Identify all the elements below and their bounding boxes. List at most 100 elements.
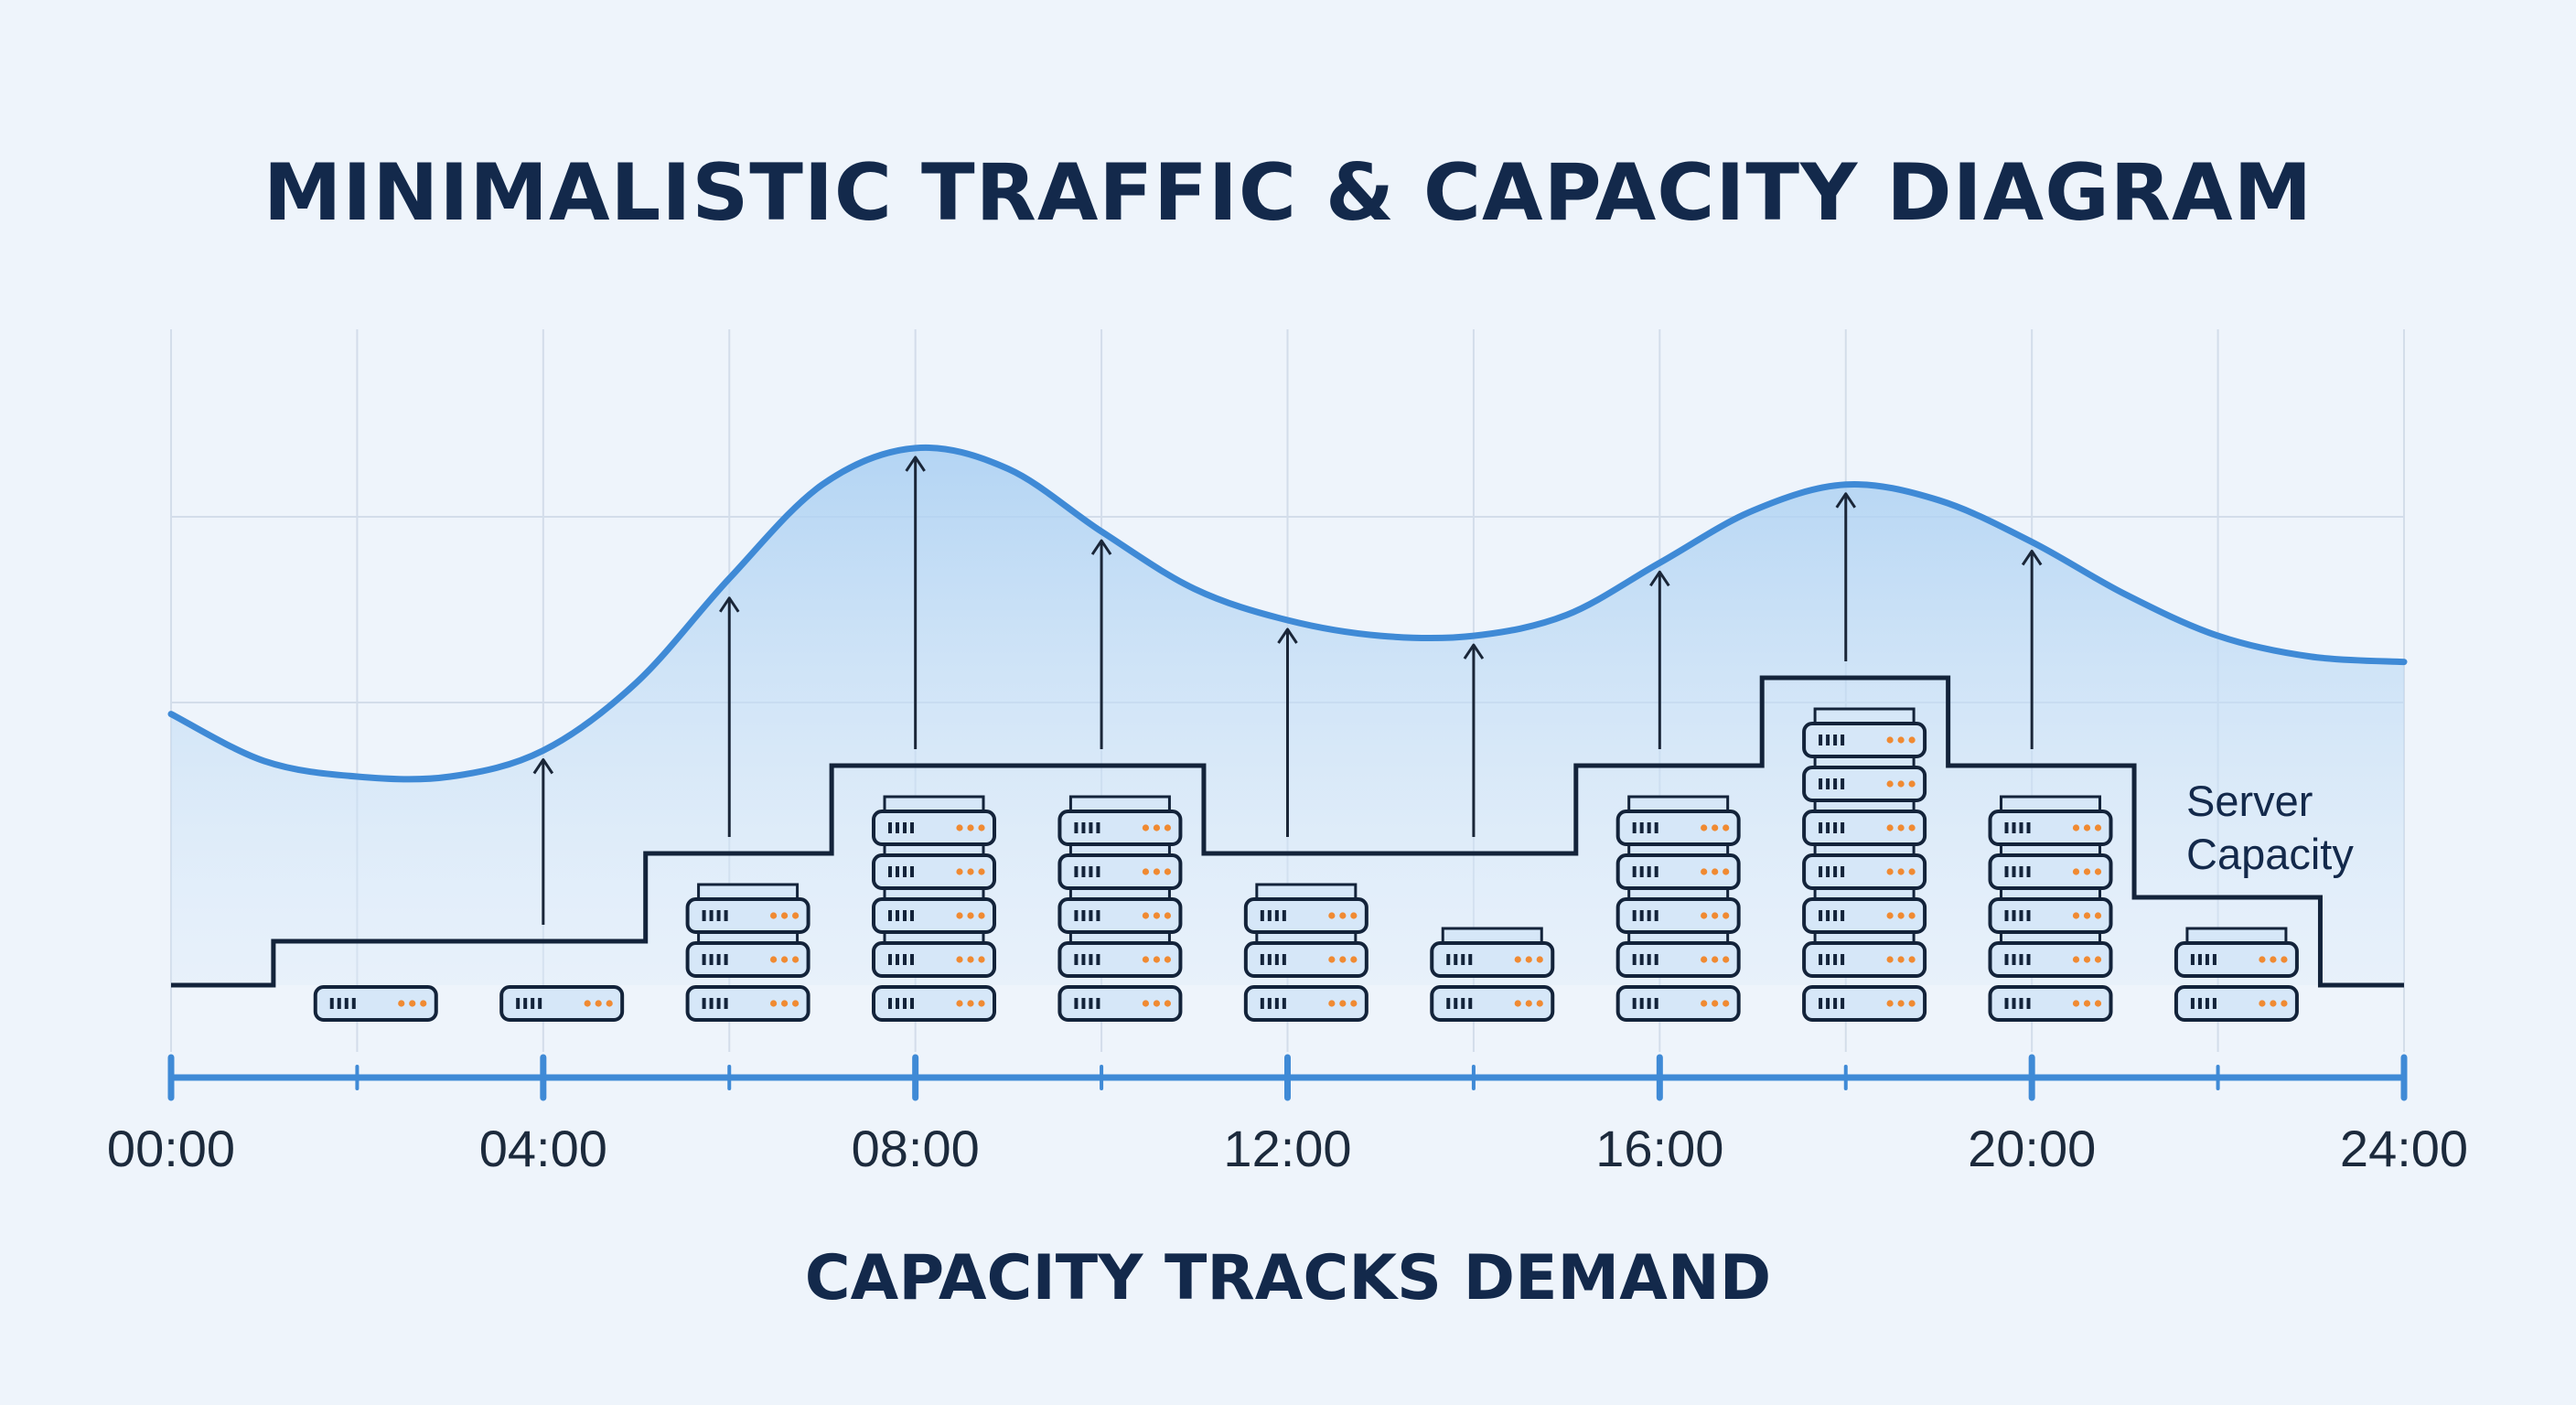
server-led xyxy=(978,868,985,875)
server-led xyxy=(967,956,974,963)
server-body xyxy=(1430,941,1555,978)
server-vent xyxy=(1819,778,1823,789)
server-vent xyxy=(724,954,728,965)
server-led xyxy=(1908,956,1916,963)
server-rack-icon xyxy=(1430,941,1555,978)
server-led xyxy=(2083,824,2091,831)
arrow-head xyxy=(1277,627,1298,644)
server-led xyxy=(1897,1000,1905,1007)
server-vent xyxy=(1074,998,1079,1009)
server-body xyxy=(1615,985,1741,1022)
diagram-title: MINIMALISTIC TRAFFIC & CAPACITY DIAGRAM xyxy=(263,147,2313,239)
server-body xyxy=(685,941,810,978)
server-led xyxy=(1525,1000,1532,1007)
server-led xyxy=(1897,780,1905,788)
server-led xyxy=(1142,824,1150,831)
server-led xyxy=(791,956,800,963)
server-rack-icon xyxy=(685,985,810,1022)
server-led xyxy=(956,912,963,919)
server-vent xyxy=(2004,866,2009,877)
server-led xyxy=(769,912,778,919)
server-led xyxy=(1350,912,1358,919)
server-vent xyxy=(903,822,907,833)
server-vent xyxy=(1267,998,1272,1009)
server-body xyxy=(313,985,438,1022)
server-led xyxy=(1514,956,1521,963)
server-led xyxy=(1723,824,1730,831)
server-vent xyxy=(1819,866,1823,877)
server-vent xyxy=(1639,910,1644,921)
server-led xyxy=(1908,780,1916,788)
server-vent xyxy=(724,998,728,1009)
up-arrow-icon xyxy=(1090,539,1112,749)
server-led xyxy=(1153,956,1161,963)
server-rack-icon xyxy=(1802,897,1927,934)
server-vent xyxy=(538,998,542,1009)
server-led xyxy=(956,956,963,963)
server-led xyxy=(791,912,800,919)
server-vent xyxy=(2026,910,2031,921)
server-led xyxy=(1701,956,1708,963)
server-vent xyxy=(1282,954,1286,965)
server-vent xyxy=(1647,866,1651,877)
server-rack-icon xyxy=(1057,941,1183,978)
server-vent xyxy=(1267,910,1272,921)
server-led xyxy=(1328,912,1336,919)
server-rack-icon xyxy=(1988,941,2113,978)
server-body xyxy=(872,985,997,1022)
up-arrow-icon xyxy=(1277,627,1298,837)
server-led xyxy=(1908,736,1916,744)
server-vent xyxy=(1632,954,1637,965)
server-rack-icon xyxy=(872,941,997,978)
arrow-head xyxy=(1835,492,1856,509)
server-vent xyxy=(910,954,915,965)
server-rack-icon xyxy=(1615,810,1741,846)
server-vent xyxy=(1074,910,1079,921)
server-led xyxy=(1897,868,1905,875)
server-body xyxy=(1988,897,2113,934)
server-led xyxy=(2094,868,2102,875)
server-led xyxy=(1723,956,1730,963)
server-led xyxy=(1164,1000,1172,1007)
server-vent xyxy=(1081,998,1086,1009)
server-vent xyxy=(337,998,341,1009)
server-vent xyxy=(523,998,528,1009)
server-vent xyxy=(1461,998,1465,1009)
server-vent xyxy=(702,954,706,965)
up-arrow-icon xyxy=(1649,570,1670,749)
server-body xyxy=(1243,985,1368,1022)
server-led xyxy=(1350,1000,1358,1007)
server-rack-icon xyxy=(1802,985,1927,1022)
server-stack xyxy=(1615,795,1741,1022)
server-body xyxy=(1988,810,2113,846)
server-rack-icon xyxy=(2174,941,2299,978)
server-vent xyxy=(903,910,907,921)
server-vent xyxy=(1074,822,1079,833)
server-stack xyxy=(1243,883,1368,1022)
up-arrow-icon xyxy=(532,758,554,925)
server-vent xyxy=(2004,954,2009,965)
server-led xyxy=(2083,956,2091,963)
server-rack-icon xyxy=(1615,941,1741,978)
server-led xyxy=(978,912,985,919)
server-rack-icon xyxy=(1802,853,1927,890)
server-led xyxy=(1712,956,1719,963)
server-led xyxy=(780,956,789,963)
server-stack xyxy=(685,883,810,1022)
server-led xyxy=(1897,912,1905,919)
server-vent xyxy=(2019,866,2023,877)
server-vent xyxy=(1826,954,1830,965)
server-vent xyxy=(1446,954,1451,965)
server-led xyxy=(2270,956,2277,963)
x-tick-label: 12:00 xyxy=(1223,1120,1351,1177)
server-led xyxy=(1886,736,1894,744)
server-vent xyxy=(2012,822,2016,833)
server-vent xyxy=(903,998,907,1009)
server-led xyxy=(1701,1000,1708,1007)
server-vent xyxy=(1841,778,1845,789)
time-tick-labels: 00:00 04:00 08:00 12:00 16:00 20:00 24:00 xyxy=(107,1120,2468,1177)
server-vent xyxy=(888,954,893,965)
server-led xyxy=(956,824,963,831)
server-rack-icon xyxy=(872,853,997,890)
server-rack-icon xyxy=(1802,941,1927,978)
